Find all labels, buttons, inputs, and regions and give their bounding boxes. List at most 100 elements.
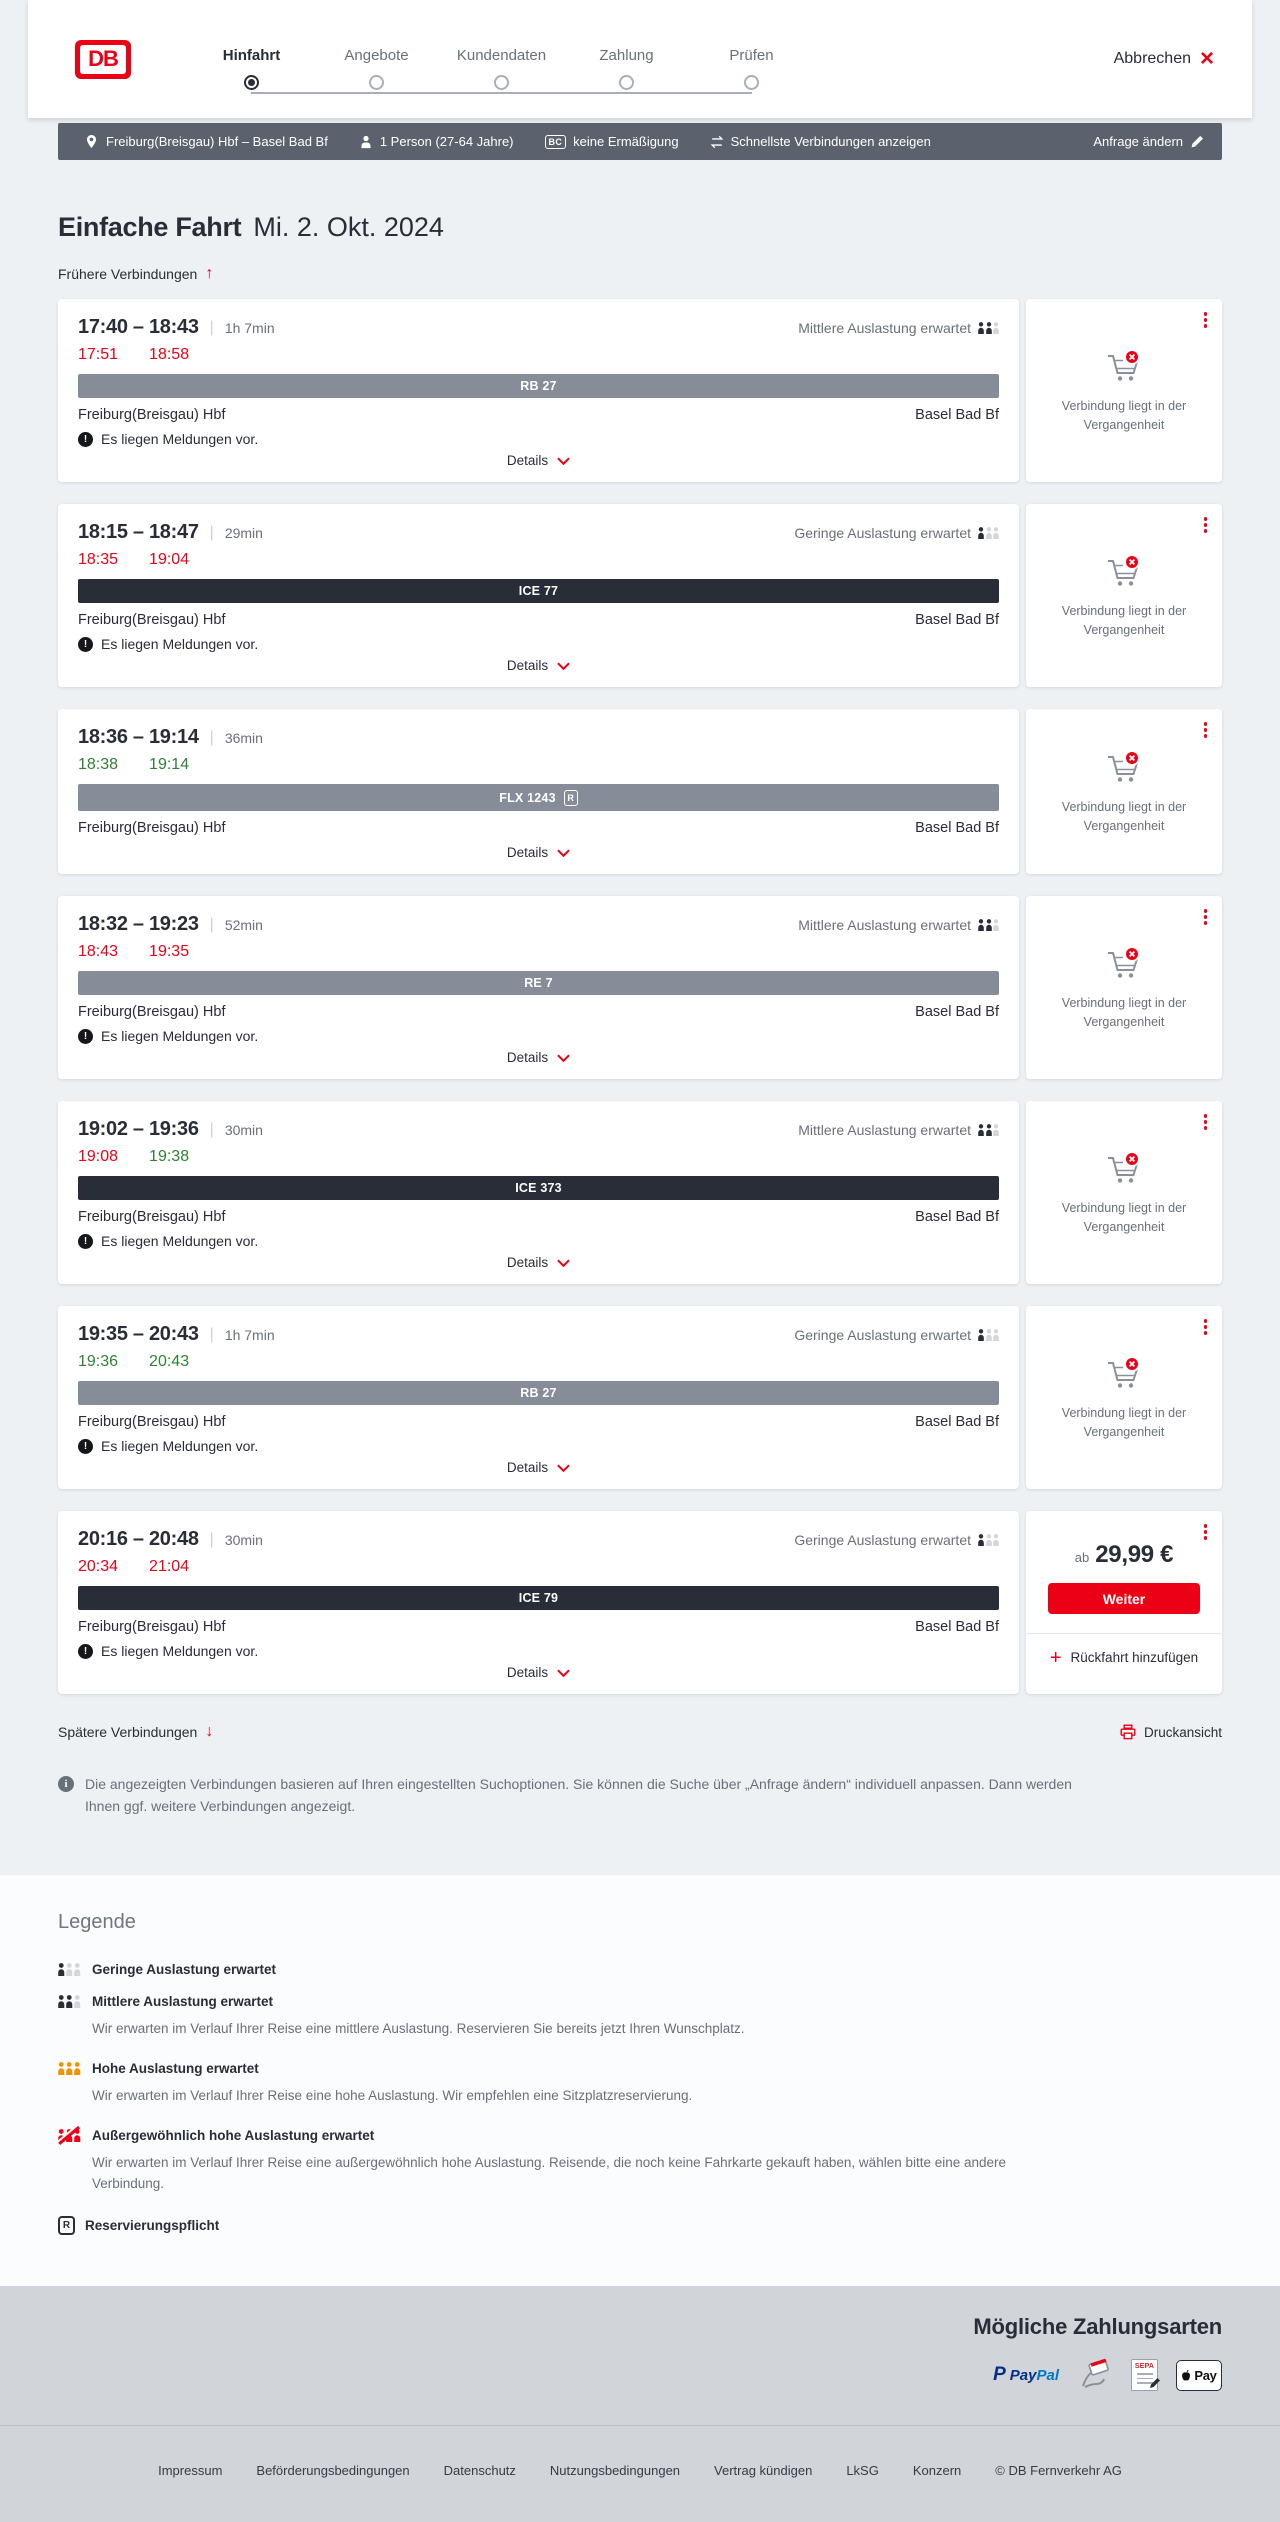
step-angebote[interactable]: Angebote <box>314 47 439 90</box>
past-connection-label: Verbindung liegt in der Vergangenheit <box>1061 1405 1187 1439</box>
arrival-station: Basel Bad Bf <box>915 1414 999 1430</box>
alert-icon: ! <box>78 1438 93 1454</box>
step-zahlung[interactable]: Zahlung <box>564 47 689 90</box>
connection-side-panel: Verbindung liegt in der Vergangenheit <box>1026 709 1222 874</box>
cart-crossed-icon <box>1103 347 1145 387</box>
occupancy-label: Geringe Auslastung erwartet <box>794 524 971 541</box>
location-pin-icon <box>84 134 99 149</box>
alert-icon: ! <box>78 431 93 447</box>
step-pruefen[interactable]: Prüfen <box>689 47 814 90</box>
cart-crossed-icon <box>1103 944 1145 984</box>
footer-link-impressum[interactable]: Impressum <box>158 2462 223 2478</box>
footer-link-vertrag-kuendigen[interactable]: Vertrag kündigen <box>714 2462 813 2478</box>
kebab-menu-button[interactable] <box>1200 513 1212 537</box>
connection-times: 20:16 – 20:48 <box>78 1528 199 1550</box>
occupancy-label: Mittlere Auslastung erwartet <box>798 319 971 336</box>
footer-link-befoerderungsbedingungen[interactable]: Beförderungsbedingungen <box>256 2462 410 2478</box>
later-row: Spätere Verbindungen ↓ Druckansicht <box>58 1723 1222 1741</box>
arrival-station: Basel Bad Bf <box>915 1209 999 1225</box>
connection-duration: 29min <box>224 524 263 541</box>
train-bar: RE 7 <box>78 971 999 995</box>
db-logo-frame: DB <box>80 44 126 74</box>
occupancy-low-icon <box>58 1963 82 1976</box>
sepa-label: SEPA <box>1134 2363 1155 2371</box>
details-button[interactable]: Details <box>507 845 570 860</box>
summary-filter: Schnellste Verbindungen anzeigen <box>698 134 943 149</box>
chevron-down-icon <box>557 1054 570 1062</box>
messages-label: Es liegen Meldungen vor. <box>101 1643 259 1659</box>
details-label: Details <box>506 453 549 468</box>
step-label: Angebote <box>344 46 409 64</box>
footer-link-lksg[interactable]: LkSG <box>846 2462 879 2478</box>
kebab-menu-button[interactable] <box>1200 1520 1212 1544</box>
connection-duration: 1h 7min <box>224 1326 275 1343</box>
details-button[interactable]: Details <box>507 453 570 468</box>
paypal-monogram: P <box>993 2364 1006 2386</box>
chevron-down-icon <box>557 662 570 670</box>
chevron-down-icon <box>557 1669 570 1677</box>
continue-button[interactable]: Weiter <box>1048 1583 1200 1614</box>
connection-card-3: 18:36 – 19:14 | 36min 18:38 19:14 FLX 12… <box>58 709 1222 874</box>
later-connections-label: Spätere Verbindungen <box>58 1724 198 1740</box>
kebab-menu-button[interactable] <box>1200 905 1212 929</box>
db-logo[interactable]: DB <box>75 39 131 79</box>
info-text: Die angezeigten Verbindungen basieren au… <box>85 1776 1072 1814</box>
chevron-down-icon <box>557 457 570 465</box>
footer-link-datenschutz[interactable]: Datenschutz <box>443 2462 516 2478</box>
departure-station: Freiburg(Breisgau) Hbf <box>78 1619 226 1635</box>
details-button[interactable]: Details <box>507 1255 570 1270</box>
occupancy-indicator: Geringe Auslastung erwartet <box>794 1532 999 1548</box>
earlier-connections-link[interactable]: Frühere Verbindungen ↑ <box>58 265 213 283</box>
train-label: RB 27 <box>520 379 557 393</box>
connection-side-panel: Verbindung liegt in der Vergangenheit <box>1026 299 1222 482</box>
step-dot-icon <box>244 74 259 90</box>
details-button[interactable]: Details <box>507 1665 570 1680</box>
departure-station: Freiburg(Breisgau) Hbf <box>78 820 226 836</box>
paypal-icon: P PayPal <box>993 2364 1059 2386</box>
add-return-button[interactable]: + Rückfahrt hinzufügen <box>1050 1648 1198 1668</box>
footer-link-nutzungsbedingungen[interactable]: Nutzungsbedingungen <box>549 2462 681 2478</box>
legend-item-description: Wir erwarten im Verlauf Ihrer Reise eine… <box>92 2154 1007 2192</box>
kebab-menu-button[interactable] <box>1200 718 1212 742</box>
arrow-up-icon: ↑ <box>205 265 214 282</box>
departure-station: Freiburg(Breisgau) Hbf <box>78 1004 226 1020</box>
kebab-menu-button[interactable] <box>1200 1110 1212 1134</box>
cancel-button[interactable]: Abbrechen × <box>1114 47 1214 71</box>
later-connections-link[interactable]: Spätere Verbindungen ↓ <box>58 1723 213 1741</box>
details-button[interactable]: Details <box>507 1050 570 1065</box>
print-view-button[interactable]: Druckansicht <box>1120 1724 1222 1740</box>
kebab-menu-button[interactable] <box>1200 1315 1212 1339</box>
stations-row: Freiburg(Breisgau) Hbf Basel Bad Bf <box>78 1209 999 1225</box>
footer-link-konzern[interactable]: Konzern <box>912 2462 962 2478</box>
step-kundendaten[interactable]: Kundendaten <box>439 47 564 90</box>
legend-item-label: Hohe Auslastung erwartet <box>92 2060 259 2076</box>
realtime-departure: 18:38 <box>78 756 119 773</box>
details-label: Details <box>506 845 549 860</box>
occupancy-label: Geringe Auslastung erwartet <box>794 1531 971 1548</box>
step-hinfahrt[interactable]: Hinfahrt <box>189 47 314 90</box>
connection-card-6: 19:35 – 20:43 | 1h 7min Geringe Auslastu… <box>58 1306 1222 1489</box>
past-connection-label: Verbindung liegt in der Vergangenheit <box>1061 1200 1187 1234</box>
earlier-connections-label: Frühere Verbindungen <box>58 266 198 282</box>
summary-discount: BC keine Ermäßigung <box>533 134 691 149</box>
occupancy-icon <box>978 527 999 539</box>
alert-icon: ! <box>78 1233 93 1249</box>
realtime-times: 19:08 19:38 <box>78 1148 999 1166</box>
details-button[interactable]: Details <box>507 1460 570 1475</box>
discount-label: keine Ermäßigung <box>573 134 679 149</box>
step-dot-icon <box>744 74 759 90</box>
train-bar: ICE 79 <box>78 1586 999 1610</box>
app-header: DB Hinfahrt Angebote Kundendaten Zahlung <box>28 0 1252 118</box>
arrival-station: Basel Bad Bf <box>915 1619 999 1635</box>
stations-row: Freiburg(Breisgau) Hbf Basel Bad Bf <box>78 1004 999 1020</box>
train-bar: ICE 77 <box>78 579 999 603</box>
kebab-menu-button[interactable] <box>1200 308 1212 332</box>
cart-crossed-icon <box>1103 1149 1145 1189</box>
realtime-times: 18:38 19:14 <box>78 756 999 774</box>
change-request-button[interactable]: Anfrage ändern <box>1089 134 1208 149</box>
passengers-label: 1 Person (27-64 Jahre) <box>379 134 514 149</box>
separator: | <box>209 728 214 746</box>
details-button[interactable]: Details <box>507 658 570 673</box>
alert-icon: ! <box>78 636 93 652</box>
legend-item-label: Außergewöhnlich hohe Auslastung erwartet <box>92 2127 375 2143</box>
